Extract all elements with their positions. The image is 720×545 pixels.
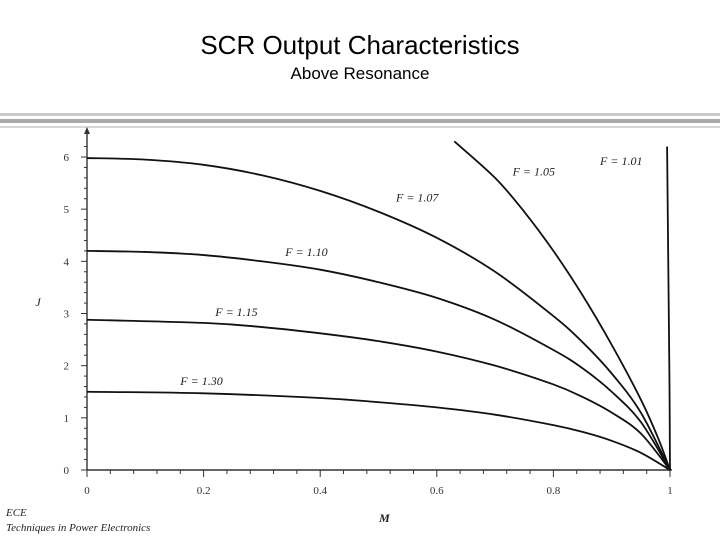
divider-rule xyxy=(0,119,720,123)
y-tick-label: 5 xyxy=(64,204,70,216)
x-tick-label: 0.2 xyxy=(197,485,211,497)
slide-title: SCR Output Characteristics xyxy=(200,30,520,60)
y-axis-arrow xyxy=(84,127,90,134)
series-line xyxy=(86,318,671,471)
divider-rule xyxy=(0,126,720,128)
footer-course-title: Techniques in Power Electronics xyxy=(6,522,151,534)
curve-label: F = 1.15 xyxy=(214,305,257,319)
series-line xyxy=(453,140,671,471)
y-axis-label: J xyxy=(35,295,41,309)
divider-rule xyxy=(0,113,720,116)
series-line xyxy=(86,390,671,471)
x-tick-label: 0.4 xyxy=(313,485,327,497)
x-tick-label: 0.8 xyxy=(547,485,561,497)
series-line xyxy=(666,146,671,471)
y-tick-label: 3 xyxy=(64,309,70,321)
series-line xyxy=(86,157,671,471)
slide-subtitle: Above Resonance xyxy=(290,64,430,83)
x-tick-label: 1 xyxy=(667,485,673,497)
curve-label: F = 1.07 xyxy=(395,190,439,204)
curve-label: F = 1.10 xyxy=(284,245,327,259)
curve-label: F = 1.05 xyxy=(512,164,555,178)
y-tick-label: 2 xyxy=(64,361,70,373)
y-tick-label: 0 xyxy=(64,465,70,477)
curve-label: F = 1.01 xyxy=(599,154,642,168)
y-tick-label: 4 xyxy=(64,256,70,268)
y-tick-label: 1 xyxy=(64,413,70,425)
series-line xyxy=(86,250,671,471)
curve-label: F = 1.30 xyxy=(179,374,222,388)
y-tick-label: 6 xyxy=(64,152,70,164)
x-tick-label: 0 xyxy=(84,485,90,497)
x-tick-label: 0.6 xyxy=(430,485,444,497)
footer-course: ECE xyxy=(6,507,27,519)
x-axis-label: M xyxy=(378,511,390,525)
